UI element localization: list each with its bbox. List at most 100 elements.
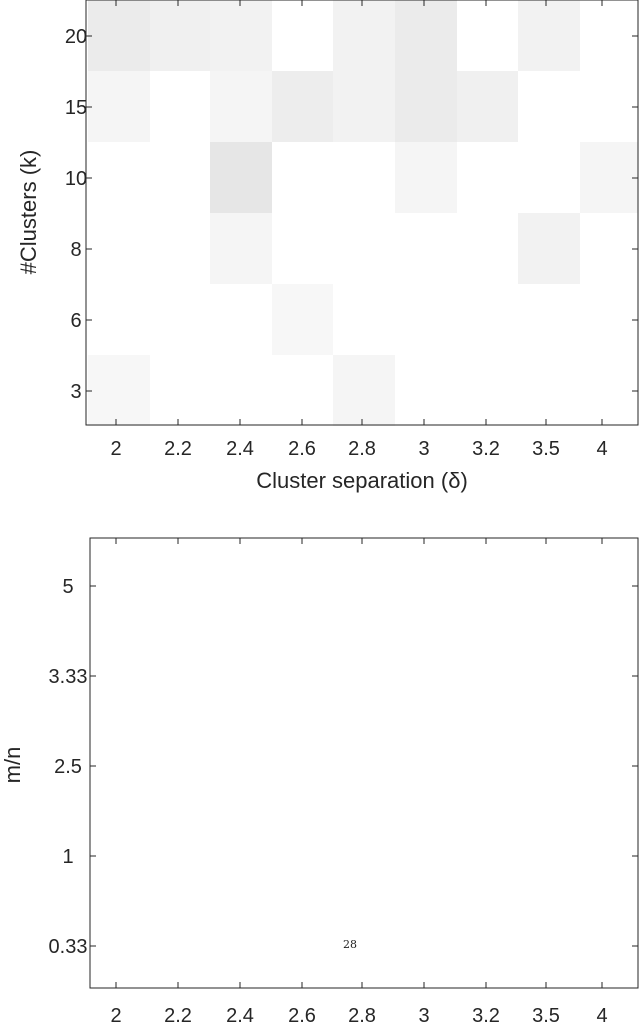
bottom-cell (395, 548, 457, 636)
top-cell (88, 213, 150, 284)
bottom-cell (518, 902, 580, 990)
bottom-cell (518, 811, 580, 899)
top-cell (272, 0, 334, 71)
top-cell (518, 213, 580, 284)
bottom-x-tick-label: 2.2 (164, 1005, 192, 1023)
top-cell (580, 213, 638, 284)
bottom-cell (333, 902, 395, 990)
bottom-y-axis: 5 3.33 2.5 1 0.33 (49, 576, 638, 958)
bottom-cell (272, 902, 334, 990)
top-cell (88, 355, 150, 426)
top-cell (333, 213, 395, 284)
bottom-cell (150, 628, 212, 716)
top-heatmap: 2 2.2 2.4 2.6 2.8 3 3.2 3.5 4 20 15 10 8 6 3 Cluster … (16, 0, 639, 493)
bottom-cell (457, 811, 519, 899)
top-y-axis-label: #Clusters (k) (16, 150, 41, 275)
bottom-x-tick-label: 4 (596, 1005, 607, 1023)
top-y-tick-label: 6 (70, 310, 81, 332)
top-cell (580, 142, 638, 213)
top-cell (150, 284, 212, 355)
bottom-cell (457, 548, 519, 636)
top-cell (395, 142, 457, 213)
bottom-cell (457, 628, 519, 716)
top-cell (150, 355, 212, 426)
top-cell (457, 0, 519, 71)
bottom-cell (150, 720, 212, 808)
bottom-cell (395, 902, 457, 990)
bottom-x-axis: 2 2.2 2.4 2.6 2.8 3 3.2 3.5 4 (110, 538, 608, 1023)
top-cell (88, 142, 150, 213)
top-cell (88, 284, 150, 355)
bottom-cell (90, 628, 152, 716)
top-cell (457, 142, 519, 213)
top-x-tick-label: 3.5 (532, 438, 560, 460)
top-x-tick-label: 2.6 (288, 438, 316, 460)
top-cell (272, 284, 334, 355)
top-cell (272, 355, 334, 426)
top-cell (395, 213, 457, 284)
bottom-cell (150, 811, 212, 899)
top-cell (333, 355, 395, 426)
top-cell (150, 0, 212, 71)
top-y-tick-label: 10 (65, 168, 87, 190)
top-cell (333, 71, 395, 142)
bottom-heatmap: 2 2.2 2.4 2.6 2.8 3 3.2 3.5 4 5 3.33 2.5 1 0.33 28 m… (0, 537, 639, 1023)
top-cell (395, 284, 457, 355)
top-cell (580, 0, 638, 71)
top-cell (333, 284, 395, 355)
bottom-cell (518, 628, 580, 716)
bottom-cell (210, 902, 272, 990)
bottom-cell (518, 720, 580, 808)
bottom-cell (580, 902, 638, 990)
top-x-axis: 2 2.2 2.4 2.6 2.8 3 3.2 3.5 4 (110, 0, 608, 460)
top-cell (272, 71, 334, 142)
bottom-annotation-label: 28 (343, 938, 357, 951)
bottom-y-tick-label: 1 (62, 846, 73, 868)
top-cell (457, 355, 519, 426)
top-cell (150, 213, 212, 284)
top-cell (210, 213, 272, 284)
bottom-x-tick-label: 2.4 (226, 1005, 254, 1023)
bottom-cell (272, 720, 334, 808)
bottom-y-tick-label: 3.33 (49, 666, 88, 688)
top-cell (272, 142, 334, 213)
bottom-y-tick-label: 2.5 (54, 756, 82, 778)
top-cell (88, 71, 150, 142)
top-x-axis-label: Cluster separation (δ) (256, 468, 468, 493)
bottom-cell (272, 628, 334, 716)
bottom-cell (395, 628, 457, 716)
bottom-cell (272, 548, 334, 636)
top-cell (210, 0, 272, 71)
bottom-cell (210, 720, 272, 808)
bottom-heatmap-cells (90, 548, 638, 990)
top-x-tick-label: 2.2 (164, 438, 192, 460)
top-cell (395, 355, 457, 426)
top-x-tick-label: 3.2 (472, 438, 500, 460)
bottom-y-tick-label: 0.33 (49, 936, 88, 958)
bottom-annotations: 28 (343, 938, 357, 951)
top-x-tick-label: 2.8 (348, 438, 376, 460)
bottom-cell (333, 811, 395, 899)
top-cell (210, 71, 272, 142)
bottom-cell (210, 628, 272, 716)
top-cell (518, 142, 580, 213)
top-cell (518, 284, 580, 355)
bottom-cell (395, 720, 457, 808)
bottom-cell (457, 720, 519, 808)
bottom-y-tick-label: 5 (62, 576, 73, 598)
bottom-cell (518, 548, 580, 636)
top-cell (457, 71, 519, 142)
top-cell (580, 284, 638, 355)
top-cell (518, 0, 580, 71)
top-cell (150, 71, 212, 142)
bottom-x-tick-label: 3 (418, 1005, 429, 1023)
top-x-tick-label: 2 (110, 438, 121, 460)
top-y-tick-label: 20 (65, 26, 87, 48)
bottom-cell (272, 811, 334, 899)
top-x-tick-label: 4 (596, 438, 607, 460)
bottom-x-tick-label: 3.2 (472, 1005, 500, 1023)
bottom-x-tick-label: 2 (110, 1005, 121, 1023)
top-heatmap-cells (88, 0, 638, 426)
top-y-tick-label: 3 (70, 381, 81, 403)
